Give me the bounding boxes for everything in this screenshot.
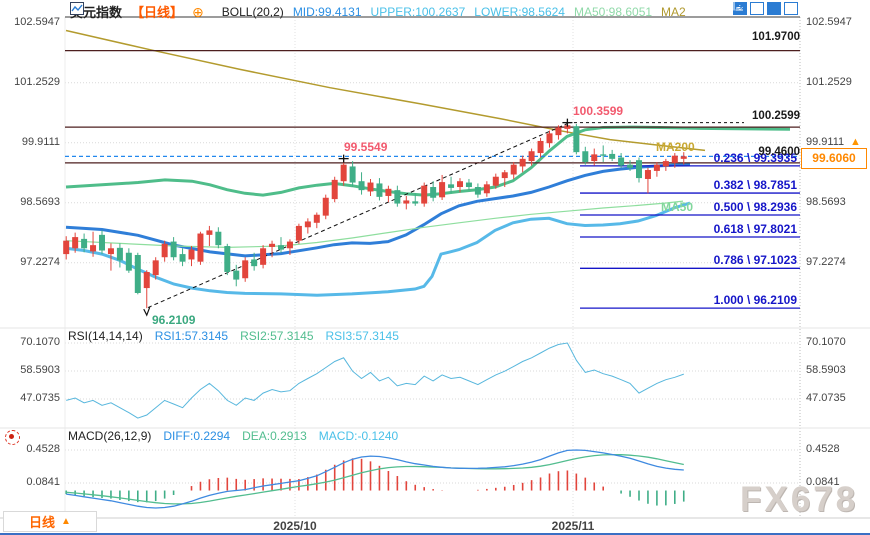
rsi2-value: RSI2:57.3145 — [240, 329, 314, 343]
resistance1-label: 101.9700 — [752, 31, 800, 43]
rsi1-value: RSI1:57.3145 — [154, 329, 229, 343]
main-axis-tick-right: 102.5947 — [806, 15, 852, 28]
period-label[interactable]: 【日线】 — [131, 5, 184, 20]
boll-lower-value: LOWER:98.5624 — [474, 4, 565, 19]
bottom-divider — [0, 533, 870, 535]
add-indicator-icon[interactable]: ⊕ — [192, 3, 204, 20]
rsi-axis-tick-left: 47.0735 — [20, 392, 60, 404]
macd-header: MACD(26,12,9) DIFF:0.2294 DEA:0.2913 MAC… — [68, 429, 398, 443]
period-selector[interactable]: 日线 ▲ — [3, 511, 97, 532]
x-axis-date-label: 2025/10 — [273, 519, 317, 533]
swing-high-annotation: 99.5549 — [344, 140, 388, 154]
macd-dea-value: DEA:0.2913 — [242, 429, 307, 443]
period-selector-arrow-icon: ▲ — [61, 516, 71, 527]
macd-axis-tick-right: 0.0841 — [806, 475, 840, 488]
peak-high-annotation: 100.3599 — [573, 104, 624, 118]
macd-diff-value: DIFF:0.2294 — [163, 429, 231, 443]
support-label: 99.4600 — [758, 146, 800, 158]
fib-level-label: 1.000 \ 96.2109 — [713, 293, 797, 308]
ma50-value: MA50:98.6051 — [573, 4, 653, 19]
main-axis-tick-left: 101.2529 — [14, 75, 60, 88]
boll-upper-value: UPPER:100.2637 — [370, 4, 466, 19]
fib-level-label: 0.500 \ 98.2936 — [713, 200, 797, 215]
rsi-header: RSI(14,14,14) RSI1:57.3145 RSI2:57.3145 … — [68, 329, 399, 343]
rsi-axis-tick-right: 47.0735 — [806, 392, 846, 404]
swing-low-annotation: 96.2109 — [152, 313, 196, 327]
ma200-tag: MA200 — [656, 140, 695, 154]
ma2-value: MA2 — [661, 4, 686, 19]
macd-axis-tick-right: 0.4528 — [806, 443, 840, 455]
macd-axis-tick-left: 0.0841 — [26, 475, 60, 488]
rsi3-value: RSI3:57.3145 — [325, 329, 399, 343]
rsi-axis-tick-right: 58.5903 — [806, 364, 846, 376]
drawing-tool-sun-icon[interactable] — [5, 430, 20, 445]
indicator-name[interactable]: BOLL(20,2) — [221, 4, 284, 19]
period-selector-label: 日线 — [29, 515, 56, 530]
fib-level-label: 0.382 \ 98.7851 — [713, 178, 797, 193]
rsi-axis-tick-right: 70.1070 — [806, 336, 846, 348]
main-axis-tick-right: 101.2529 — [806, 75, 852, 88]
boll-mid-value: MID:99.4131 — [292, 4, 362, 19]
macd-title[interactable]: MACD(26,12,9) — [68, 429, 152, 443]
axis-lock-icon[interactable] — [733, 2, 781, 15]
current-price-box: 99.6060 — [801, 148, 867, 169]
fib-level-label: 0.618 \ 97.8021 — [713, 222, 797, 236]
fib-level-label: 0.786 \ 97.1023 — [713, 253, 797, 268]
main-axis-tick-left: 97.2274 — [20, 255, 60, 268]
chart-toolbar: + — [733, 2, 798, 15]
main-axis-tick-right: 97.2274 — [806, 255, 846, 268]
ma50-tag: MA50 — [661, 200, 694, 214]
fib-level-label: 0.236 \ 99.3935 — [713, 150, 797, 165]
axis-scale-icon[interactable] — [733, 2, 764, 15]
chart-header: 美元指数 【日线】 ⊕ BOLL(20,2) MID:99.4131 UPPER… — [70, 2, 686, 21]
price-up-arrow: ▲ — [850, 136, 861, 148]
main-axis-tick-left: 98.5693 — [20, 195, 60, 208]
rsi-axis-tick-left: 58.5903 — [20, 364, 60, 376]
x-axis-date-label: 2025/11 — [551, 519, 595, 533]
resistance2-label: 100.2599 — [752, 110, 800, 122]
main-axis-tick-left: 99.9111 — [21, 135, 60, 148]
rsi-title[interactable]: RSI(14,14,14) — [68, 329, 143, 343]
macd-hist-value: MACD:-0.1240 — [318, 429, 399, 443]
shift-right-icon[interactable] — [734, 2, 798, 15]
macd-axis-tick-left: 0.4528 — [26, 443, 60, 455]
main-axis-tick-right: 99.9111 — [806, 135, 845, 148]
main-axis-tick-left: 102.5947 — [14, 15, 60, 28]
watermark: FX678 — [740, 480, 859, 519]
main-axis-tick-right: 98.5693 — [806, 195, 846, 208]
rsi-axis-tick-left: 70.1070 — [20, 336, 60, 348]
